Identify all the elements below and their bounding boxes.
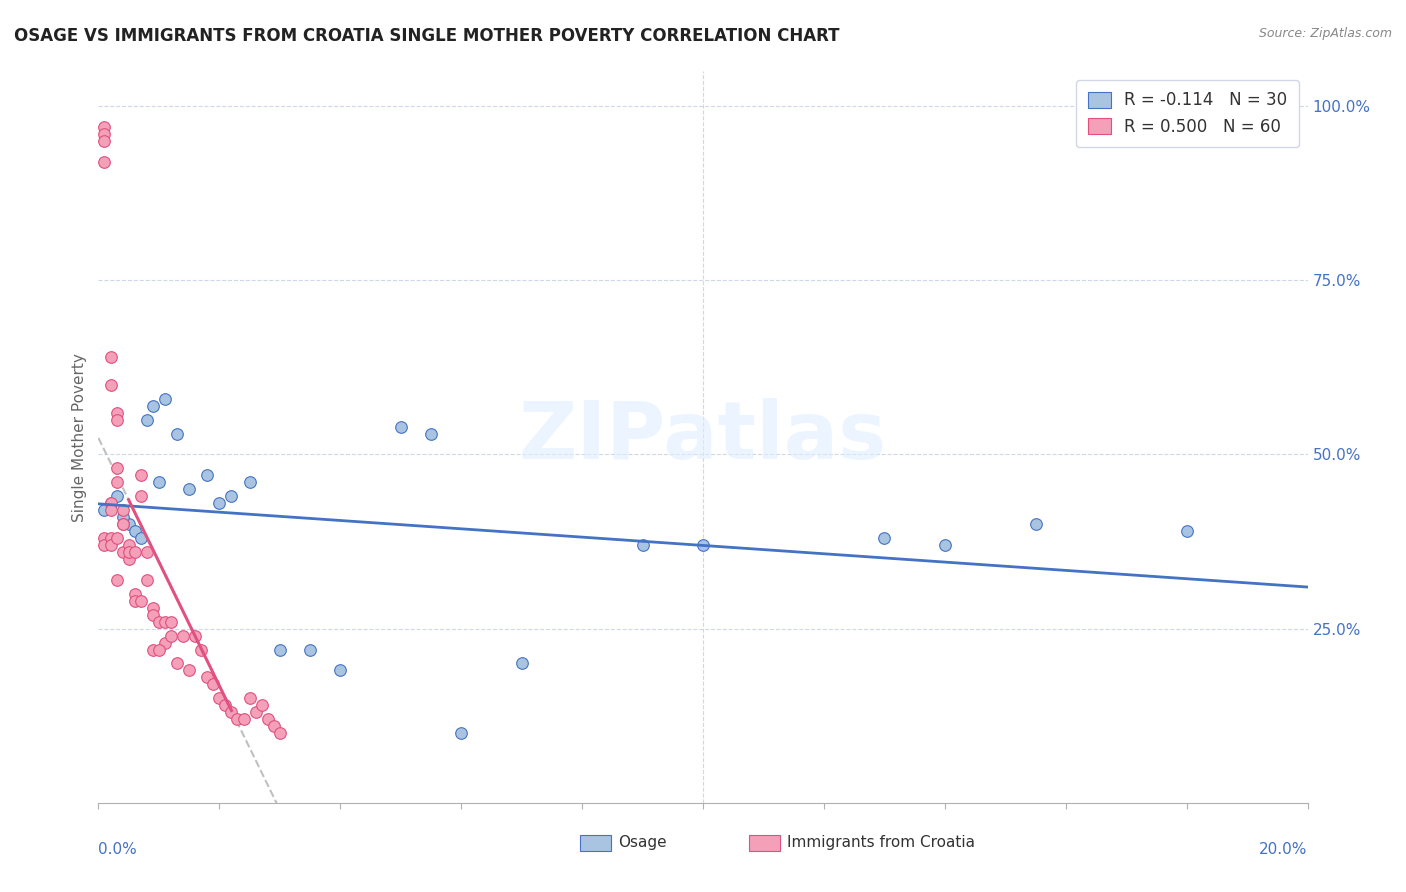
Point [250, 698, 273, 713]
Point [124, 594, 146, 608]
Point [195, 468, 218, 483]
Point [692, 538, 714, 552]
Point [172, 629, 194, 643]
Point [105, 531, 128, 545]
Point [135, 573, 157, 587]
Legend: R = -0.114   N = 30, R = 0.500   N = 60: R = -0.114 N = 30, R = 0.500 N = 60 [1076, 79, 1299, 147]
Point [105, 489, 128, 503]
Point [142, 607, 165, 622]
Point [105, 412, 128, 426]
Point [299, 642, 322, 657]
Point [93, 538, 115, 552]
Point [111, 517, 134, 532]
Point [153, 392, 176, 406]
Point [329, 664, 352, 678]
Point [100, 377, 122, 392]
Point [148, 475, 170, 490]
Point [450, 726, 472, 740]
Point [100, 538, 122, 552]
Point [148, 642, 170, 657]
Point [166, 426, 188, 441]
Text: Immigrants from Croatia: Immigrants from Croatia [787, 836, 974, 850]
Text: 20.0%: 20.0% [1260, 842, 1308, 856]
Point [93, 127, 115, 141]
Point [214, 698, 236, 713]
Point [129, 594, 152, 608]
Point [105, 406, 128, 420]
Point [221, 489, 243, 503]
Point [195, 670, 218, 684]
Point [631, 538, 654, 552]
Point [105, 461, 128, 475]
Point [389, 419, 412, 434]
Point [129, 489, 152, 503]
Point [1175, 524, 1198, 538]
Point [269, 642, 291, 657]
Point [208, 496, 231, 510]
Point [160, 615, 183, 629]
Point [245, 705, 267, 719]
Point [118, 552, 141, 566]
Text: OSAGE VS IMMIGRANTS FROM CROATIA SINGLE MOTHER POVERTY CORRELATION CHART: OSAGE VS IMMIGRANTS FROM CROATIA SINGLE … [14, 27, 839, 45]
Point [142, 399, 165, 413]
Point [232, 712, 254, 726]
Point [93, 531, 115, 545]
Point [226, 712, 249, 726]
Y-axis label: Single Mother Poverty: Single Mother Poverty [72, 352, 87, 522]
Point [118, 517, 141, 532]
Point [135, 545, 157, 559]
Point [221, 705, 243, 719]
Point [256, 712, 278, 726]
Point [184, 629, 207, 643]
Point [93, 503, 115, 517]
Point [100, 531, 122, 545]
Point [118, 538, 141, 552]
Point [153, 635, 176, 649]
Point [510, 657, 533, 671]
Point [124, 545, 146, 559]
Point [93, 134, 115, 148]
Point [934, 538, 956, 552]
Point [129, 531, 152, 545]
Point [111, 517, 134, 532]
Point [263, 719, 285, 733]
Point [124, 524, 146, 538]
Point [111, 503, 134, 517]
Point [135, 412, 157, 426]
Point [179, 664, 201, 678]
Point [873, 531, 896, 545]
Point [100, 496, 122, 510]
Point [111, 545, 134, 559]
Text: Source: ZipAtlas.com: Source: ZipAtlas.com [1258, 27, 1392, 40]
Point [166, 657, 188, 671]
Point [202, 677, 225, 691]
Point [239, 691, 262, 706]
Point [148, 615, 170, 629]
Point [118, 545, 141, 559]
Point [124, 587, 146, 601]
Point [208, 691, 231, 706]
Text: ZIPatlas: ZIPatlas [519, 398, 887, 476]
Point [1024, 517, 1046, 532]
Point [93, 155, 115, 169]
Point [420, 426, 443, 441]
Point [100, 503, 122, 517]
Point [153, 615, 176, 629]
Point [179, 483, 201, 497]
Point [129, 468, 152, 483]
Point [100, 350, 122, 364]
Point [93, 120, 115, 134]
Point [100, 496, 122, 510]
Point [269, 726, 291, 740]
Point [111, 510, 134, 524]
Point [142, 600, 165, 615]
Point [142, 642, 165, 657]
Point [190, 642, 212, 657]
Point [239, 475, 262, 490]
Point [160, 629, 183, 643]
Point [105, 573, 128, 587]
Text: 0.0%: 0.0% [98, 842, 138, 856]
Text: Osage: Osage [619, 836, 666, 850]
Point [105, 475, 128, 490]
